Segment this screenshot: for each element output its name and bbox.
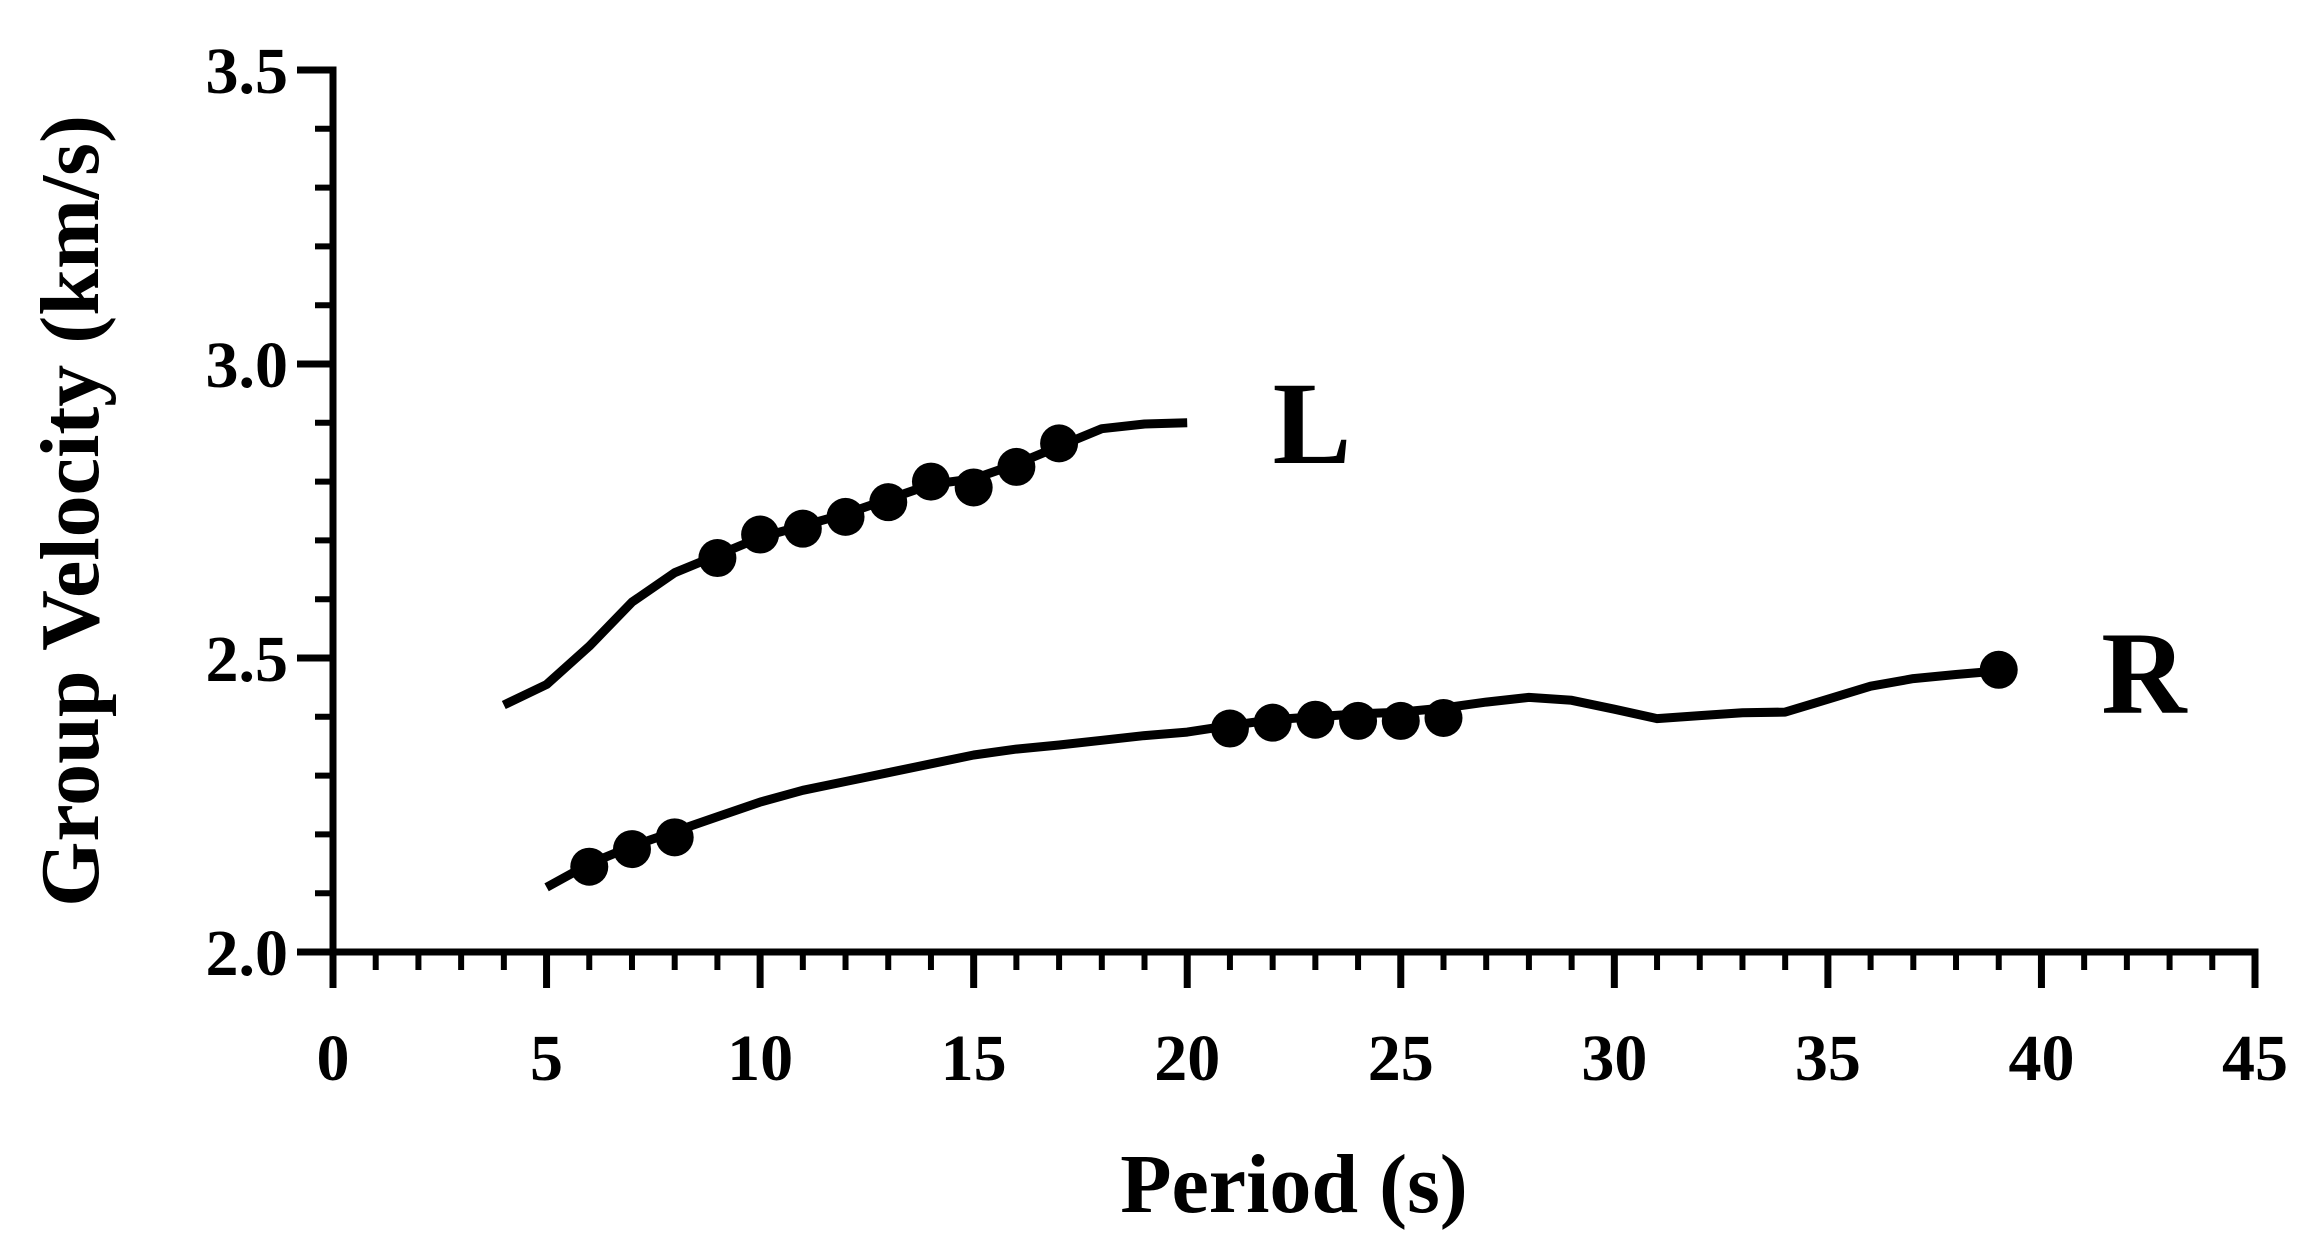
x-tick-label: 0 — [317, 1022, 350, 1095]
data-point-L — [698, 539, 737, 578]
y-axis-title: Group Velocity (km/s) — [24, 115, 117, 907]
data-point-R — [570, 847, 609, 886]
y-tick-label: 2.5 — [206, 623, 289, 696]
x-tick-label: 25 — [1368, 1022, 1434, 1095]
data-point-L — [954, 468, 993, 507]
data-point-L — [1040, 424, 1079, 463]
data-point-L — [869, 483, 908, 522]
data-point-R — [612, 830, 651, 869]
data-point-R — [1210, 709, 1249, 748]
x-tick-label: 10 — [727, 1022, 793, 1095]
series-line-L — [501, 418, 1188, 710]
data-point-R — [1253, 703, 1292, 742]
x-tick-label: 40 — [2008, 1022, 2074, 1095]
series-L: L — [501, 358, 1352, 710]
data-point-L — [997, 447, 1036, 486]
y-tick-label: 3.0 — [206, 329, 289, 402]
x-tick-label: 45 — [2222, 1022, 2288, 1095]
x-tick-label: 35 — [1795, 1022, 1861, 1095]
x-tick-label: 15 — [941, 1022, 1007, 1095]
series-R: R — [544, 608, 2188, 892]
data-point-L — [741, 515, 780, 554]
series-layer: LR — [501, 358, 2188, 892]
y-tick-label: 2.0 — [206, 917, 289, 990]
data-point-L — [783, 509, 822, 548]
data-point-R — [1979, 650, 2018, 689]
x-tick-label: 5 — [530, 1022, 563, 1095]
data-point-R — [1381, 701, 1420, 740]
x-tick-label: 30 — [1581, 1022, 1647, 1095]
y-tick-label: 3.5 — [206, 35, 289, 108]
data-point-R — [1339, 701, 1378, 740]
data-point-R — [1296, 700, 1335, 739]
axes: 0 5 10 15 20 25 30 35 40 45 2.0 2.5 3.0 3.5 — [206, 35, 2289, 1095]
series-label-R: R — [2101, 608, 2188, 739]
series-label-L: L — [1273, 358, 1352, 489]
data-point-L — [911, 462, 950, 501]
x-axis-title: Period (s) — [1120, 1138, 1468, 1231]
data-point-R — [655, 818, 694, 857]
data-point-R — [1424, 698, 1463, 737]
series-line-R — [544, 666, 2000, 892]
x-tick-label: 20 — [1154, 1022, 1220, 1095]
data-point-L — [826, 497, 865, 536]
